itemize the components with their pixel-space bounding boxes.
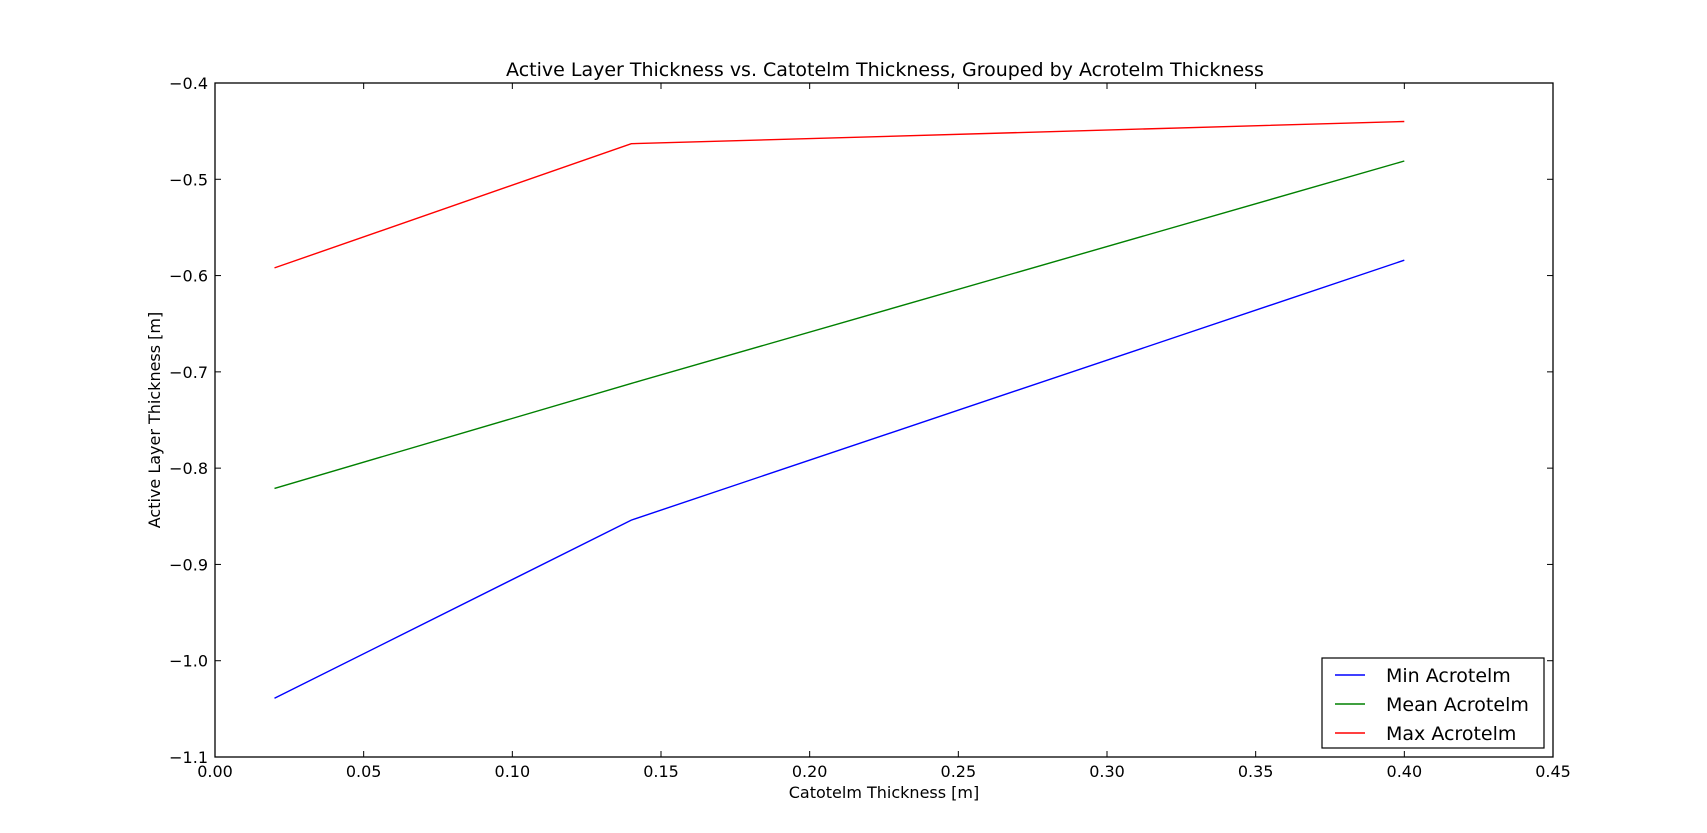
y-tick-label: −0.7 <box>169 363 208 382</box>
y-tick-label: −0.4 <box>169 74 208 93</box>
x-tick-label: 0.30 <box>1089 762 1125 781</box>
y-tick-label: −0.9 <box>169 555 208 574</box>
x-tick-label: 0.20 <box>792 762 828 781</box>
series-line-mean-acrotelm <box>274 160 1405 490</box>
x-tick-label: 0.15 <box>643 762 679 781</box>
legend-label-min-acrotelm: Min Acrotelm <box>1386 665 1511 687</box>
x-tick-label: 0.10 <box>495 762 531 781</box>
plot-area-frame <box>214 82 1554 758</box>
series-layer <box>274 120 1405 699</box>
y-tick-label: −0.5 <box>169 170 208 189</box>
x-tick-label: 0.05 <box>346 762 382 781</box>
legend-label-max-acrotelm: Max Acrotelm <box>1386 723 1516 745</box>
x-tick-label: 0.40 <box>1387 762 1423 781</box>
chart-title: Active Layer Thickness vs. Catotelm Thic… <box>506 59 1264 81</box>
series-line-min-acrotelm <box>274 259 1405 699</box>
x-axis-label: Catotelm Thickness [m] <box>789 783 980 802</box>
x-tick-label: 0.45 <box>1535 762 1571 781</box>
y-tick-label: −1.1 <box>169 748 208 767</box>
y-tick-label: −0.6 <box>169 267 208 286</box>
x-tick-label: 0.25 <box>941 762 977 781</box>
legend: Min Acrotelm Mean Acrotelm Max Acrotelm <box>1321 657 1545 749</box>
legend-label-mean-acrotelm: Mean Acrotelm <box>1386 694 1529 716</box>
x-tick-label: 0.00 <box>197 762 233 781</box>
series-line-max-acrotelm <box>274 120 1405 269</box>
x-tick-label: 0.35 <box>1238 762 1274 781</box>
y-tick-label: −1.0 <box>169 652 208 671</box>
y-axis-label: Active Layer Thickness [m] <box>145 312 164 529</box>
y-tick-label: −0.8 <box>169 459 208 478</box>
ticks-layer: 0.00 0.05 0.10 0.15 0.20 0.25 0.30 0.35 0.40 0.45… <box>169 74 1571 781</box>
